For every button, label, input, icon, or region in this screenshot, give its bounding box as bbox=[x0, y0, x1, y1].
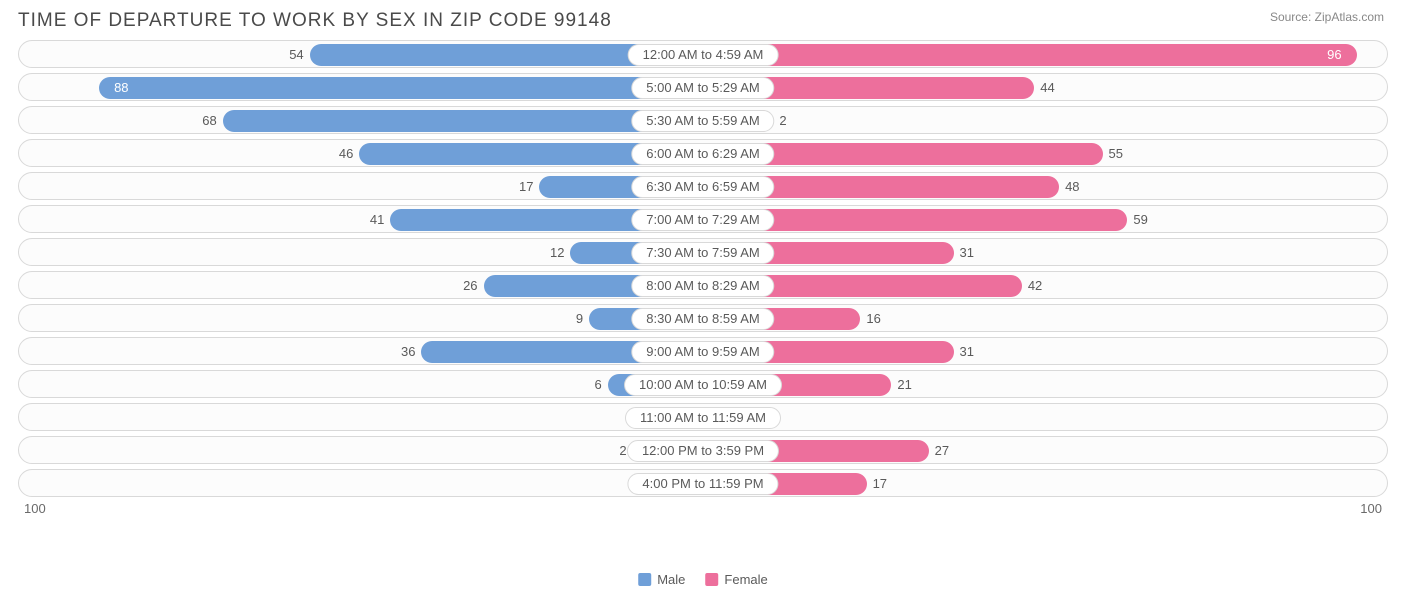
chart-rows: 549612:00 AM to 4:59 AM88445:00 AM to 5:… bbox=[18, 40, 1388, 497]
chart-row: 54 96 12:00 AM to 4:59 AM bbox=[18, 40, 1388, 68]
chart-row: 0174:00 PM to 11:59 PM bbox=[18, 469, 1388, 497]
x-axis: 100 100 bbox=[18, 497, 1388, 516]
male-value: 54 bbox=[289, 41, 303, 68]
male-value: 88 bbox=[114, 74, 128, 101]
chart-row: 6 21 10:00 AM to 10:59 AM bbox=[18, 370, 1388, 398]
male-value: 26 bbox=[463, 272, 477, 299]
legend-item-female: Female bbox=[705, 572, 767, 587]
category-label: 10:00 AM to 10:59 AM bbox=[624, 374, 782, 396]
female-value: 31 bbox=[960, 338, 974, 365]
female-bar bbox=[703, 44, 1357, 66]
female-value: 16 bbox=[866, 305, 880, 332]
female-value: 44 bbox=[1040, 74, 1054, 101]
female-value: 27 bbox=[935, 437, 949, 464]
chart-row: 46 55 6:00 AM to 6:29 AM bbox=[18, 139, 1388, 167]
female-value: 31 bbox=[960, 239, 974, 266]
chart-row: 0011:00 AM to 11:59 AM bbox=[18, 403, 1388, 431]
category-label: 11:00 AM to 11:59 AM bbox=[625, 407, 781, 429]
axis-left-max: 100 bbox=[24, 501, 46, 516]
male-swatch bbox=[638, 573, 651, 586]
legend-item-male: Male bbox=[638, 572, 685, 587]
chart-row: 41 59 7:00 AM to 7:29 AM bbox=[18, 205, 1388, 233]
male-value: 68 bbox=[202, 107, 216, 134]
female-value: 59 bbox=[1133, 206, 1147, 233]
category-label: 12:00 AM to 4:59 AM bbox=[628, 44, 779, 66]
male-value: 17 bbox=[519, 173, 533, 200]
male-value: 36 bbox=[401, 338, 415, 365]
male-value: 6 bbox=[595, 371, 602, 398]
legend-label-female: Female bbox=[724, 572, 767, 587]
category-label: 7:30 AM to 7:59 AM bbox=[631, 242, 774, 264]
chart-row: 68 25:30 AM to 5:59 AM bbox=[18, 106, 1388, 134]
female-value: 96 bbox=[1327, 41, 1341, 68]
category-label: 7:00 AM to 7:29 AM bbox=[631, 209, 774, 231]
female-value: 2 bbox=[779, 107, 786, 134]
chart-row: 26 42 8:00 AM to 8:29 AM bbox=[18, 271, 1388, 299]
axis-right-max: 100 bbox=[1360, 501, 1382, 516]
category-label: 5:00 AM to 5:29 AM bbox=[631, 77, 774, 99]
legend-label-male: Male bbox=[657, 572, 685, 587]
legend: Male Female bbox=[638, 572, 768, 587]
category-label: 9:00 AM to 9:59 AM bbox=[631, 341, 774, 363]
chart-row: 17 48 6:30 AM to 6:59 AM bbox=[18, 172, 1388, 200]
female-value: 17 bbox=[873, 470, 887, 497]
female-value: 21 bbox=[897, 371, 911, 398]
chart-row: 9 16 8:30 AM to 8:59 AM bbox=[18, 304, 1388, 332]
male-value: 9 bbox=[576, 305, 583, 332]
category-label: 6:30 AM to 6:59 AM bbox=[631, 176, 774, 198]
source-attribution: Source: ZipAtlas.com bbox=[1270, 10, 1384, 24]
chart-row: 36 31 9:00 AM to 9:59 AM bbox=[18, 337, 1388, 365]
chart-row: 88 44 5:00 AM to 5:29 AM bbox=[18, 73, 1388, 101]
male-value: 46 bbox=[339, 140, 353, 167]
male-value: 2 bbox=[619, 437, 626, 464]
chart-row: 12 31 7:30 AM to 7:59 AM bbox=[18, 238, 1388, 266]
male-bar bbox=[99, 77, 703, 99]
category-label: 5:30 AM to 5:59 AM bbox=[631, 110, 774, 132]
category-label: 6:00 AM to 6:29 AM bbox=[631, 143, 774, 165]
female-value: 55 bbox=[1109, 140, 1123, 167]
category-label: 4:00 PM to 11:59 PM bbox=[627, 473, 778, 495]
chart-row: 2 27 12:00 PM to 3:59 PM bbox=[18, 436, 1388, 464]
category-label: 8:00 AM to 8:29 AM bbox=[631, 275, 774, 297]
chart-title: TIME OF DEPARTURE TO WORK BY SEX IN ZIP … bbox=[18, 10, 1388, 32]
female-swatch bbox=[705, 573, 718, 586]
male-value: 41 bbox=[370, 206, 384, 233]
female-value: 42 bbox=[1028, 272, 1042, 299]
category-label: 12:00 PM to 3:59 PM bbox=[627, 440, 779, 462]
male-value: 12 bbox=[550, 239, 564, 266]
category-label: 8:30 AM to 8:59 AM bbox=[631, 308, 774, 330]
female-value: 48 bbox=[1065, 173, 1079, 200]
